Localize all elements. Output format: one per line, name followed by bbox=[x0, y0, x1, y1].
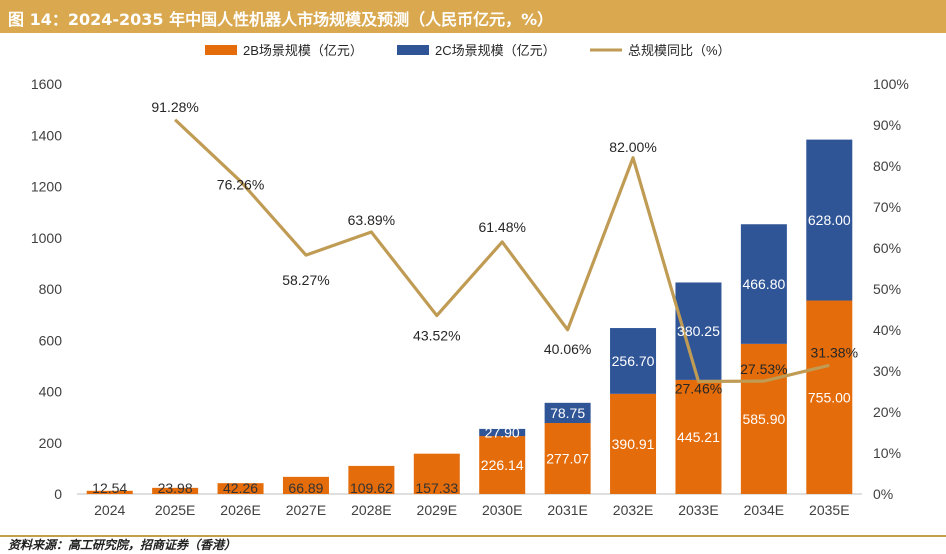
label-2b: 585.90 bbox=[742, 411, 785, 427]
source-note: 资料来源：高工研究院，招商证券（香港） bbox=[8, 538, 237, 552]
x-tick-label: 2024 bbox=[94, 502, 125, 518]
y-right-tick-label: 30% bbox=[873, 363, 901, 379]
y-left-tick-label: 400 bbox=[39, 384, 63, 400]
x-tick-label: 2032E bbox=[613, 502, 653, 518]
label-2b: 12.54 bbox=[92, 480, 127, 496]
bar-2b bbox=[413, 453, 460, 494]
label-2c: 628.00 bbox=[808, 212, 851, 228]
x-tick-label: 2030E bbox=[482, 502, 522, 518]
y-left-tick-label: 800 bbox=[39, 281, 63, 297]
growth-label: 91.28% bbox=[151, 99, 198, 115]
x-tick-label: 2033E bbox=[678, 502, 718, 518]
growth-line bbox=[174, 118, 830, 384]
bar-2b bbox=[610, 393, 657, 494]
growth-label: 76.26% bbox=[217, 176, 264, 192]
growth-label: 40.06% bbox=[544, 341, 591, 357]
label-2b: 66.89 bbox=[288, 480, 323, 496]
label-2b: 277.07 bbox=[546, 451, 589, 467]
legend-label-2b: 2B场景规模（亿元） bbox=[243, 43, 363, 58]
y-right-tick-label: 50% bbox=[873, 281, 901, 297]
y-left-tick-label: 1400 bbox=[31, 127, 62, 143]
label-2b: 390.91 bbox=[612, 436, 655, 452]
x-tick-label: 2031E bbox=[547, 502, 587, 518]
source-divider bbox=[0, 535, 946, 537]
legend-swatch-2b bbox=[205, 45, 237, 55]
bar-2c bbox=[740, 224, 787, 344]
y-right-tick-label: 40% bbox=[873, 322, 901, 338]
label-2b: 109.62 bbox=[350, 480, 393, 496]
bar-2c bbox=[479, 428, 526, 437]
y-left-tick-label: 1200 bbox=[31, 179, 62, 195]
growth-label: 27.46% bbox=[675, 380, 722, 396]
x-tick-label: 2025E bbox=[155, 502, 195, 518]
legend-label-growth: 总规模同比（%） bbox=[628, 43, 731, 58]
chart: 0 200 400 600 800 1000 1200 1400 1600 0% 10% 20% 30%… bbox=[31, 43, 909, 518]
data-labels: 12.54 23.98 42.26 66.89 109.62 157.33 226.14 27… bbox=[92, 99, 858, 496]
y-right-tick-label: 100% bbox=[873, 76, 909, 92]
x-tick-label: 2027E bbox=[286, 502, 326, 518]
label-2b: 23.98 bbox=[158, 480, 193, 496]
growth-label: 27.53% bbox=[740, 361, 787, 377]
y-right-tick-label: 20% bbox=[873, 404, 901, 420]
y-right-tick-label: 60% bbox=[873, 240, 901, 256]
bar-2b bbox=[152, 487, 199, 494]
x-tick-label: 2026E bbox=[220, 502, 260, 518]
label-2b: 445.21 bbox=[677, 429, 720, 445]
growth-label: 82.00% bbox=[609, 139, 656, 155]
label-2c: 27.90 bbox=[485, 424, 520, 440]
bar-2b bbox=[282, 476, 329, 494]
growth-label: 58.27% bbox=[282, 272, 329, 288]
title-bar: 图 14：2024-2035 年中国人性机器人市场规模及预测（人民币亿元，%） bbox=[0, 0, 946, 33]
x-tick-label: 2034E bbox=[744, 502, 784, 518]
label-2b: 42.26 bbox=[223, 480, 258, 496]
legend-swatch-2c bbox=[397, 45, 429, 55]
label-2c: 380.25 bbox=[677, 323, 720, 339]
y-right-tick-label: 10% bbox=[873, 445, 901, 461]
legend: 2B场景规模（亿元） 2C场景规模（亿元） 总规模同比（%） bbox=[205, 43, 731, 58]
bar-2b bbox=[675, 379, 722, 494]
bars bbox=[86, 139, 853, 494]
y-right-tick-label: 0% bbox=[873, 486, 893, 502]
legend-label-2c: 2C场景规模（亿元） bbox=[435, 43, 556, 58]
bar-2b bbox=[479, 436, 526, 494]
y-right-tick-label: 90% bbox=[873, 117, 901, 133]
chart-title: 图 14：2024-2035 年中国人性机器人市场规模及预测（人民币亿元，%） bbox=[8, 10, 554, 29]
bar-2c bbox=[610, 328, 657, 394]
x-tick-label: 2028E bbox=[351, 502, 391, 518]
y-right-tick-label: 70% bbox=[873, 199, 901, 215]
y-right-tick-label: 80% bbox=[873, 158, 901, 174]
bar-2b bbox=[86, 490, 133, 494]
x-tick-label: 2029E bbox=[417, 502, 457, 518]
label-2b: 226.14 bbox=[481, 457, 524, 473]
bar-2c bbox=[806, 139, 853, 301]
bar-2b bbox=[348, 465, 395, 494]
label-2c: 78.75 bbox=[550, 405, 585, 421]
growth-label: 63.89% bbox=[348, 212, 395, 228]
x-tick-label: 2035E bbox=[809, 502, 849, 518]
label-2c: 256.70 bbox=[612, 353, 655, 369]
y-left-tick-label: 1000 bbox=[31, 230, 62, 246]
axes: 0 200 400 600 800 1000 1200 1400 1600 0% 10% 20% 30%… bbox=[31, 76, 909, 518]
bar-2c bbox=[544, 402, 591, 424]
growth-label: 61.48% bbox=[478, 219, 525, 235]
bar-2b bbox=[544, 423, 591, 494]
label-2c: 466.80 bbox=[742, 276, 785, 292]
y-left-tick-label: 1600 bbox=[31, 76, 62, 92]
label-2b: 755.00 bbox=[808, 389, 851, 405]
label-2b: 157.33 bbox=[415, 480, 458, 496]
y-left-tick-label: 0 bbox=[54, 486, 62, 502]
y-left-tick-label: 200 bbox=[39, 435, 63, 451]
bar-2b bbox=[740, 343, 787, 494]
bar-2b bbox=[217, 483, 264, 494]
bar-2b bbox=[806, 300, 853, 494]
growth-label: 31.38% bbox=[811, 344, 858, 360]
growth-label: 43.52% bbox=[413, 328, 460, 344]
y-left-tick-label: 600 bbox=[39, 332, 63, 348]
growth-polyline bbox=[174, 118, 830, 384]
